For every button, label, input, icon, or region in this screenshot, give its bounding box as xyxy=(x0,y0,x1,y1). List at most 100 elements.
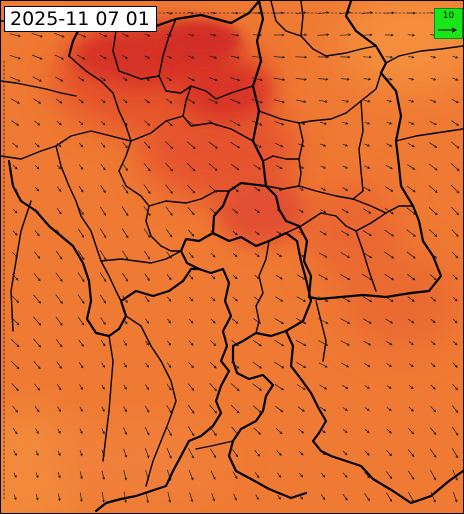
wind-arrow-icon xyxy=(252,142,262,148)
wind-arrow-icon xyxy=(450,163,460,172)
wind-arrow-icon xyxy=(188,252,194,259)
wind-arrow-icon xyxy=(254,274,260,280)
wind-arrow-icon xyxy=(34,142,40,148)
wind-arrow-icon xyxy=(429,448,437,458)
wind-arrow-icon xyxy=(122,272,129,282)
wind-arrow-icon xyxy=(252,361,263,369)
wind-arrow-icon xyxy=(342,385,349,390)
wind-arrow-icon xyxy=(210,230,216,236)
wind-arrow-icon xyxy=(123,491,127,504)
wind-arrow-icon xyxy=(340,296,351,302)
wind-arrow-icon xyxy=(122,99,128,104)
wind-arrow-icon xyxy=(296,340,307,346)
wind-arrow-icon xyxy=(77,272,85,283)
wind-arrow-icon xyxy=(296,296,307,302)
border-central-north-south xyxy=(211,1,268,235)
wind-arrow-icon xyxy=(145,469,150,481)
wind-arrow-icon xyxy=(187,426,195,437)
wind-arrow-icon xyxy=(230,361,240,369)
wind-arrow-icon xyxy=(342,407,348,411)
wind-arrow-icon xyxy=(297,274,306,280)
wind-arrow-icon xyxy=(56,229,62,238)
wind-arrow-icon xyxy=(319,121,327,125)
wind-arrow-icon xyxy=(144,273,150,281)
wind-arrow-icon xyxy=(251,98,263,104)
wind-arrow-icon xyxy=(188,274,194,280)
wind-arrow-icon xyxy=(166,362,172,368)
wind-arrow-icon xyxy=(232,296,238,302)
wind-arrow-icon xyxy=(144,120,151,126)
wind-arrow-icon xyxy=(189,492,194,503)
wind-arrow-icon xyxy=(407,273,416,281)
wind-arrow-icon xyxy=(342,121,349,125)
wind-arrow-icon xyxy=(274,318,284,324)
wind-arrow-icon xyxy=(321,472,326,478)
wind-arrow-icon xyxy=(318,77,329,81)
wind-arrow-icon xyxy=(79,142,84,148)
wind-arrow-icon xyxy=(77,250,85,261)
wind-arrow-icon xyxy=(12,142,19,148)
wind-arrow-icon xyxy=(167,296,172,302)
wind-arrow-icon xyxy=(320,143,327,147)
wind-arrow-icon xyxy=(100,77,107,82)
wind-arrow-icon xyxy=(452,469,458,481)
wind-arrow-icon xyxy=(208,141,218,149)
wind-arrow-icon xyxy=(99,54,107,60)
wind-arrow-icon xyxy=(55,294,63,304)
wind-arrow-icon xyxy=(144,448,150,459)
wind-arrow-icon xyxy=(10,316,20,326)
wind-arrow-icon xyxy=(340,274,351,280)
wind-arrow-icon xyxy=(430,318,436,324)
wind-arrow-icon xyxy=(450,184,460,194)
wind-arrow-icon xyxy=(165,184,173,194)
wind-arrow-icon xyxy=(408,406,414,412)
wind-arrow-icon xyxy=(78,339,84,347)
wind-arrow-icon xyxy=(297,143,305,147)
wind-arrow-icon xyxy=(32,76,42,82)
wind-arrow-icon xyxy=(210,296,216,302)
wind-arrow-icon xyxy=(123,384,127,390)
wind-arrow-icon xyxy=(231,186,239,193)
wind-arrow-icon xyxy=(186,141,196,149)
wind-arrow-icon xyxy=(430,406,437,413)
wind-arrow-icon xyxy=(451,98,459,104)
wind-arrow-icon xyxy=(385,55,394,59)
wind-arrow-icon xyxy=(99,32,108,38)
wind-arrow-icon xyxy=(35,472,39,479)
wind-arrow-icon xyxy=(210,340,217,347)
wind-arrow-icon xyxy=(122,120,128,126)
wind-arrow-icon xyxy=(13,450,17,457)
wind-arrow-icon xyxy=(451,405,459,414)
wind-arrow-icon xyxy=(78,164,84,170)
wind-arrow-icon xyxy=(167,491,172,503)
wind-arrow-icon xyxy=(363,340,372,346)
wind-arrow-icon xyxy=(9,33,21,38)
wind-arrow-icon xyxy=(320,429,326,434)
wind-arrow-icon xyxy=(408,363,414,367)
wind-arrow-icon xyxy=(56,186,62,192)
wind-arrow-icon xyxy=(101,492,105,503)
wind-arrow-icon xyxy=(144,77,150,81)
wind-arrow-icon xyxy=(386,450,392,457)
wind-arrow-icon xyxy=(123,406,127,413)
wind-arrow-icon xyxy=(78,362,84,369)
wind-arrow-icon xyxy=(188,340,194,346)
wind-arrow-icon xyxy=(34,230,40,237)
border-inner-loop xyxy=(179,231,233,438)
wind-arrow-icon xyxy=(188,55,195,59)
wind-arrow-icon xyxy=(13,472,17,478)
wind-arrow-icon xyxy=(208,77,218,82)
wind-arrow-icon xyxy=(12,208,18,214)
wind-arrow-icon xyxy=(430,491,436,503)
wind-arrow-icon xyxy=(341,362,350,368)
wind-arrow-icon xyxy=(364,363,371,367)
wind-arrow-icon xyxy=(451,229,459,237)
wind-arrow-icon xyxy=(100,340,106,347)
wind-arrow-icon xyxy=(386,471,393,480)
wind-arrow-icon xyxy=(77,76,85,82)
border-slovakia-north xyxy=(264,184,313,299)
wind-arrow-icon xyxy=(274,383,284,391)
wind-arrow-icon xyxy=(319,230,327,236)
